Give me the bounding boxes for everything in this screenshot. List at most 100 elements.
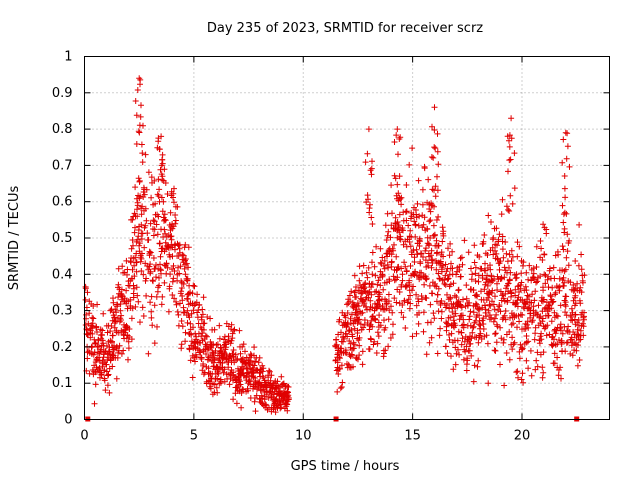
- data-point: [502, 239, 509, 245]
- data-points: [82, 75, 588, 416]
- data-point: [456, 267, 463, 273]
- data-point: [560, 246, 567, 253]
- data-point: [396, 211, 403, 218]
- data-point: [405, 222, 412, 229]
- data-point: [428, 247, 435, 254]
- data-point: [149, 322, 156, 329]
- data-point: [368, 165, 375, 172]
- data-point: [561, 185, 568, 192]
- data-point: [147, 268, 154, 275]
- data-point: [161, 166, 168, 173]
- data-point: [561, 209, 568, 216]
- data-point: [508, 257, 515, 264]
- data-point: [180, 281, 187, 287]
- data-point: [141, 191, 148, 198]
- data-point: [472, 264, 479, 271]
- data-point: [238, 390, 245, 396]
- data-point: [581, 316, 587, 323]
- data-point: [547, 293, 554, 300]
- data-point: [484, 252, 491, 258]
- data-point: [463, 367, 470, 374]
- data-point: [363, 269, 370, 276]
- data-point: [194, 291, 201, 298]
- data-point: [233, 357, 239, 364]
- data-point: [82, 283, 89, 290]
- data-point: [533, 243, 540, 250]
- data-point: [559, 330, 566, 337]
- data-point: [385, 298, 392, 305]
- data-point: [563, 210, 570, 217]
- data-point: [571, 340, 578, 347]
- data-point: [401, 297, 408, 304]
- data-point: [431, 127, 438, 133]
- data-point: [158, 194, 165, 201]
- data-point: [519, 346, 525, 353]
- data-point: [513, 369, 520, 376]
- data-point: [385, 228, 392, 235]
- data-point: [525, 365, 532, 372]
- data-point: [140, 271, 147, 278]
- data-point: [435, 242, 442, 249]
- data-point: [117, 307, 124, 314]
- data-point: [246, 372, 253, 379]
- data-point: [216, 322, 223, 329]
- data-point: [141, 244, 148, 251]
- data-point: [482, 260, 488, 267]
- data-point: [567, 350, 574, 357]
- data-point: [371, 263, 378, 270]
- data-point: [370, 341, 377, 348]
- data-point: [225, 364, 232, 371]
- data-point: [514, 324, 520, 331]
- data-point: [356, 342, 363, 349]
- data-point: [507, 156, 514, 163]
- data-point: [528, 372, 535, 379]
- data-point: [334, 359, 341, 366]
- x-tick-label: 10: [295, 429, 312, 444]
- data-point: [356, 334, 363, 341]
- data-point: [229, 335, 236, 342]
- data-point: [468, 335, 475, 342]
- data-point: [380, 286, 387, 293]
- data-point: [136, 129, 143, 136]
- data-point: [500, 254, 507, 261]
- data-point: [559, 159, 566, 166]
- data-point: [177, 300, 183, 307]
- data-point: [236, 327, 243, 334]
- data-point: [552, 289, 559, 296]
- data-point: [133, 112, 140, 119]
- chart-title: Day 235 of 2023, SRMTID for receiver scr…: [207, 21, 483, 36]
- data-point: [392, 225, 398, 232]
- data-point: [502, 316, 509, 323]
- data-point: [533, 279, 539, 286]
- data-point: [385, 264, 392, 271]
- data-point: [371, 338, 378, 345]
- data-point: [410, 247, 417, 254]
- data-point: [572, 292, 579, 299]
- data-point: [551, 350, 558, 357]
- data-point: [564, 248, 571, 255]
- data-point: [138, 221, 145, 228]
- data-point: [115, 265, 122, 272]
- data-point: [428, 252, 434, 259]
- data-point: [134, 292, 141, 299]
- data-point: [577, 300, 584, 307]
- data-point: [578, 289, 585, 296]
- data-point: [407, 227, 414, 234]
- data-point: [455, 286, 462, 293]
- data-point: [351, 272, 358, 279]
- data-point: [424, 226, 431, 233]
- data-point: [402, 284, 409, 290]
- data-point: [389, 210, 395, 217]
- data-point: [376, 312, 383, 319]
- data-point: [216, 335, 223, 342]
- data-point: [429, 290, 436, 297]
- data-point: [450, 280, 457, 287]
- data-point: [100, 310, 107, 317]
- data-point: [151, 226, 158, 233]
- data-point: [545, 284, 552, 291]
- data-point: [377, 245, 384, 252]
- data-point: [475, 278, 482, 285]
- data-point: [133, 268, 140, 275]
- data-point: [219, 360, 226, 366]
- data-point: [496, 303, 503, 310]
